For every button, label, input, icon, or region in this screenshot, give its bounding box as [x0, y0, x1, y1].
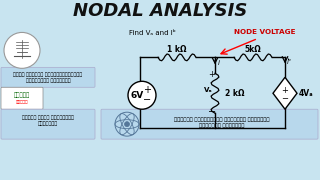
Text: +: + [282, 86, 288, 95]
Text: +: + [209, 70, 215, 79]
FancyBboxPatch shape [1, 28, 98, 94]
Text: 5kΩ: 5kΩ [244, 45, 261, 54]
Text: +: + [143, 85, 151, 95]
Text: যমুনা অয়েল কোম্পানী
লিমিটেড: যমুনা অয়েল কোম্পানী লিমিটেড [22, 115, 74, 126]
FancyBboxPatch shape [1, 87, 43, 109]
Text: i: i [218, 60, 220, 66]
Text: 1 kΩ: 1 kΩ [167, 45, 187, 54]
FancyBboxPatch shape [1, 109, 95, 139]
FancyBboxPatch shape [101, 109, 318, 139]
FancyBboxPatch shape [1, 67, 95, 87]
Text: Find Vₐ and Iᵇ: Find Vₐ and Iᵇ [129, 30, 175, 36]
Text: iᵇ: iᵇ [287, 59, 292, 65]
Text: 6V: 6V [130, 91, 144, 100]
Text: ঢাকা পাওয়ার ডিস্ট্রিবিউশন: ঢাকা পাওয়ার ডিস্ট্রিবিউশন [13, 72, 83, 77]
Text: −: − [208, 107, 216, 117]
Polygon shape [273, 77, 297, 109]
Text: কোম্পানি লিমিটেড: কোম্পানি লিমিটেড [26, 78, 70, 83]
Circle shape [124, 122, 130, 127]
Circle shape [4, 32, 40, 68]
Text: যমুনা: যমুনা [16, 100, 28, 104]
Text: 4Vₐ: 4Vₐ [299, 89, 314, 98]
Text: NODE VOLTAGE: NODE VOLTAGE [234, 30, 296, 35]
Text: −: − [143, 95, 151, 105]
Text: 2 kΩ: 2 kΩ [225, 89, 244, 98]
Text: −: − [282, 94, 289, 103]
Text: NODAL ANALYSIS: NODAL ANALYSIS [73, 3, 247, 21]
Text: রূপপুর পারমাণবিক বিদ্যুৎ কেন্দ্র
নির্মাণ প্রকল্প: রূপপুর পারমাণবিক বিদ্যুৎ কেন্দ্র নির্মাণ… [174, 117, 270, 128]
Text: যমুনা: যমুনা [14, 93, 30, 98]
Text: Vₐ: Vₐ [204, 87, 212, 93]
Circle shape [128, 81, 156, 109]
